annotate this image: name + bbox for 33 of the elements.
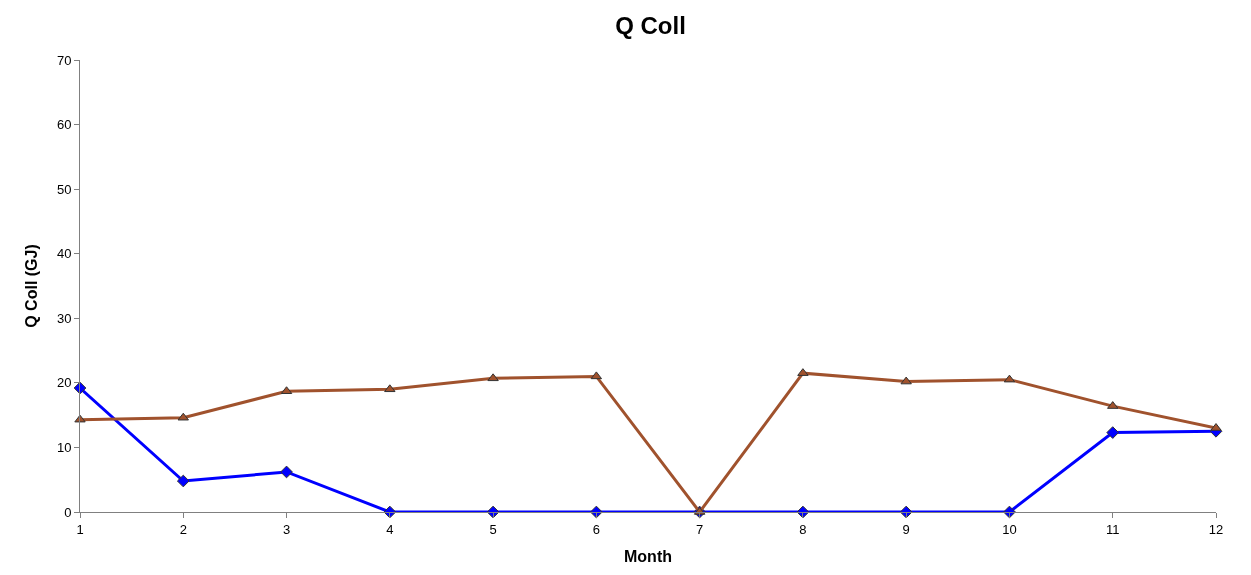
point <box>74 414 86 423</box>
x-tick-label: 11 <box>1105 521 1120 537</box>
y-tick-label: 10 <box>56 439 72 455</box>
point <box>280 465 293 479</box>
x-tick-label: 10 <box>1002 521 1017 537</box>
chart-title: Q Coll <box>615 12 686 40</box>
point <box>900 376 912 385</box>
x-tick-label: 2 <box>179 521 187 537</box>
point <box>177 412 189 421</box>
y-axis-title: Q Coll (GJ) <box>22 244 40 328</box>
x-axis-title: Month <box>624 548 672 566</box>
x-tick-label: 9 <box>902 521 910 537</box>
y-tick-label: 20 <box>56 375 72 391</box>
point <box>590 505 603 519</box>
point <box>1106 426 1120 439</box>
y-tick-label: 60 <box>56 117 72 133</box>
y-tick-label: 30 <box>56 310 72 326</box>
point <box>176 474 190 488</box>
y-tick-label: 40 <box>56 246 72 262</box>
x-tick-label: 4 <box>386 521 394 537</box>
x-tick-label: 6 <box>592 521 600 537</box>
y-tick-label: 0 <box>64 504 72 520</box>
x-tick-label: 1 <box>76 521 84 537</box>
x-tick-label: 5 <box>489 521 497 537</box>
x-tick-label: 3 <box>282 521 291 537</box>
point <box>487 373 499 382</box>
y-tick-label: 70 <box>56 52 72 68</box>
x-tick-label: 7 <box>696 521 704 537</box>
x-tick-label: 8 <box>799 521 807 537</box>
y-tick-label: 50 <box>56 181 72 197</box>
point <box>1003 505 1016 519</box>
point <box>384 384 396 393</box>
x-tick-label: 12 <box>1208 521 1224 537</box>
